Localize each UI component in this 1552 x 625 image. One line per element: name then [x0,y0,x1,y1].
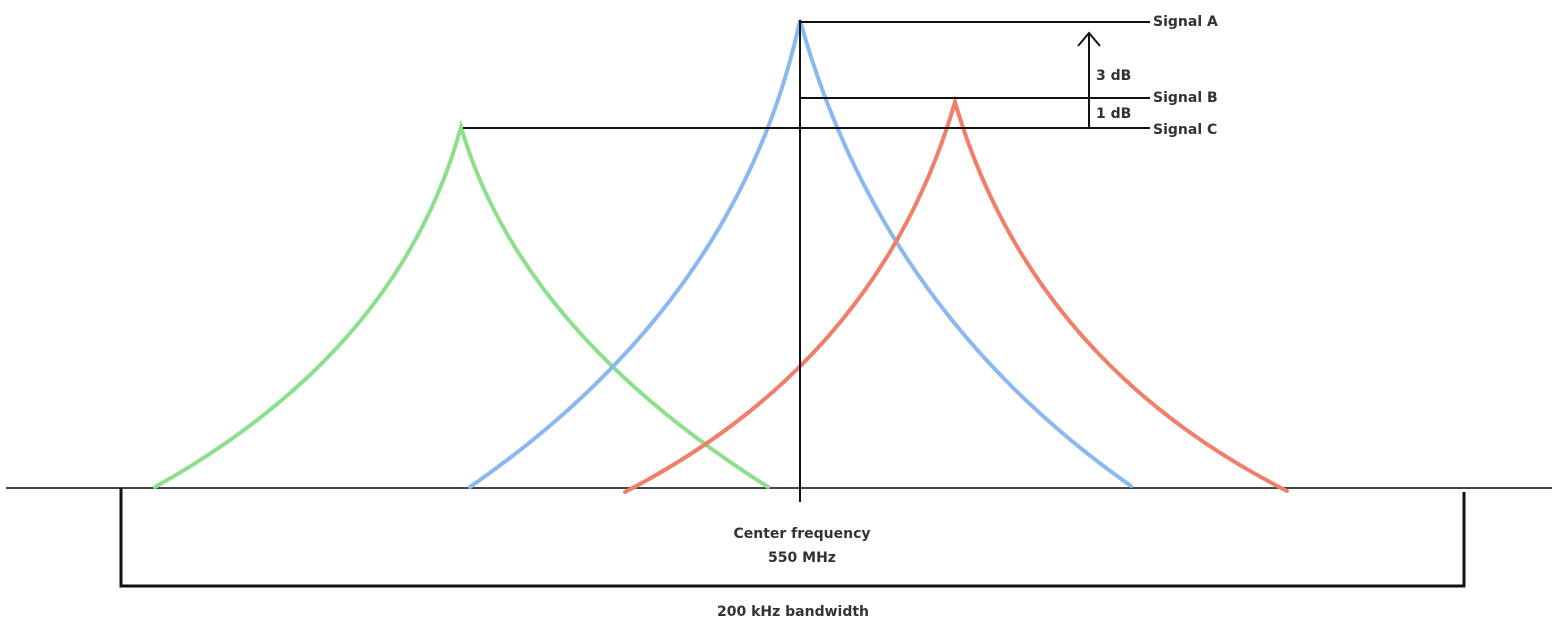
center-frequency-value: 550 MHz [768,550,836,566]
bandwidth-bracket [119,488,1466,588]
upper-db-label: 3 dB [1096,68,1131,84]
bandwidth-label: 200 kHz bandwidth [717,604,869,620]
signal-a-label: Signal A [1153,14,1218,30]
signal-c-curve [153,119,770,489]
signal-b-label: Signal B [1153,90,1218,106]
signal-c-label: Signal C [1153,122,1217,138]
lower-db-label: 1 dB [1096,106,1131,122]
signal-b-curve [623,94,1289,494]
center-frequency-label: Center frequency [733,526,870,542]
db-difference-arrowhead [1077,31,1101,47]
